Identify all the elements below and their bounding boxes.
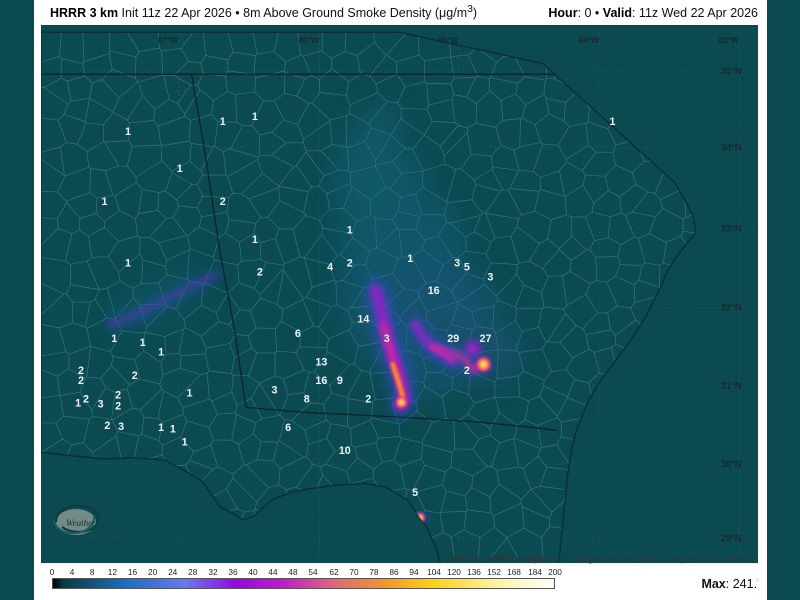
svg-text:1: 1 (177, 163, 183, 175)
svg-text:3: 3 (384, 333, 390, 345)
svg-text:29°N: 29°N (721, 533, 742, 543)
svg-text:29: 29 (447, 333, 459, 345)
svg-text:2: 2 (347, 258, 353, 270)
svg-text:1: 1 (182, 436, 188, 448)
svg-text:Weather: Weather (66, 518, 96, 528)
svg-text:2: 2 (365, 393, 371, 405)
svg-text:31°N: 31°N (721, 381, 742, 391)
svg-text:1: 1 (347, 224, 353, 236)
svg-text:1: 1 (220, 116, 226, 128)
svg-text:1: 1 (111, 333, 117, 345)
svg-text:34°N: 34°N (721, 142, 742, 152)
svg-text:2: 2 (115, 400, 121, 412)
svg-text:3: 3 (487, 271, 493, 283)
svg-text:2: 2 (464, 365, 470, 377)
svg-text:1: 1 (75, 397, 81, 409)
svg-text:1: 1 (252, 234, 258, 246)
svg-text:86°W: 86°W (298, 35, 319, 45)
svg-text:13: 13 (315, 356, 327, 368)
svg-text:32°N: 32°N (721, 303, 742, 313)
svg-text:2: 2 (220, 196, 226, 208)
svg-text:1: 1 (158, 422, 164, 434)
svg-text:5: 5 (464, 262, 470, 274)
svg-text:83°W: 83°W (718, 35, 739, 45)
svg-text:2: 2 (257, 266, 263, 278)
svg-text:6: 6 (285, 422, 291, 434)
svg-text:1: 1 (252, 111, 258, 123)
svg-text:84°W: 84°W (579, 35, 600, 45)
svg-text:1: 1 (125, 126, 131, 138)
svg-text:1: 1 (186, 388, 192, 400)
svg-text:10: 10 (339, 445, 351, 457)
svg-text:2: 2 (104, 420, 110, 432)
svg-text:1: 1 (170, 424, 176, 436)
svg-text:2: 2 (132, 370, 138, 382)
svg-text:1: 1 (407, 253, 413, 265)
svg-text:1: 1 (140, 337, 146, 349)
svg-text:3: 3 (271, 385, 277, 397)
svg-text:14: 14 (357, 313, 369, 325)
svg-text:35°N: 35°N (721, 66, 742, 76)
svg-text:1: 1 (158, 347, 164, 359)
svg-text:1: 1 (609, 116, 615, 128)
svg-text:16: 16 (315, 375, 327, 387)
svg-text:1: 1 (102, 196, 108, 208)
svg-text:30°N: 30°N (721, 459, 742, 469)
svg-text:4: 4 (327, 262, 333, 274)
svg-text:5: 5 (412, 487, 418, 499)
svg-text:87°W: 87°W (158, 35, 179, 45)
svg-text:33°N: 33°N (721, 223, 742, 233)
svg-text:3: 3 (118, 421, 124, 433)
svg-text:16: 16 (428, 285, 440, 297)
svg-text:85°W: 85°W (438, 35, 459, 45)
svg-text:WeatherBELL: WeatherBELL (82, 534, 126, 541)
svg-text:3: 3 (98, 398, 104, 410)
svg-text:2: 2 (78, 375, 84, 387)
svg-text:9: 9 (337, 375, 343, 387)
svg-text:3: 3 (454, 258, 460, 270)
svg-text:1: 1 (125, 258, 131, 270)
svg-text:6: 6 (295, 328, 301, 340)
svg-text:2: 2 (83, 393, 89, 405)
svg-text:8: 8 (304, 393, 310, 405)
svg-text:27: 27 (479, 333, 491, 345)
